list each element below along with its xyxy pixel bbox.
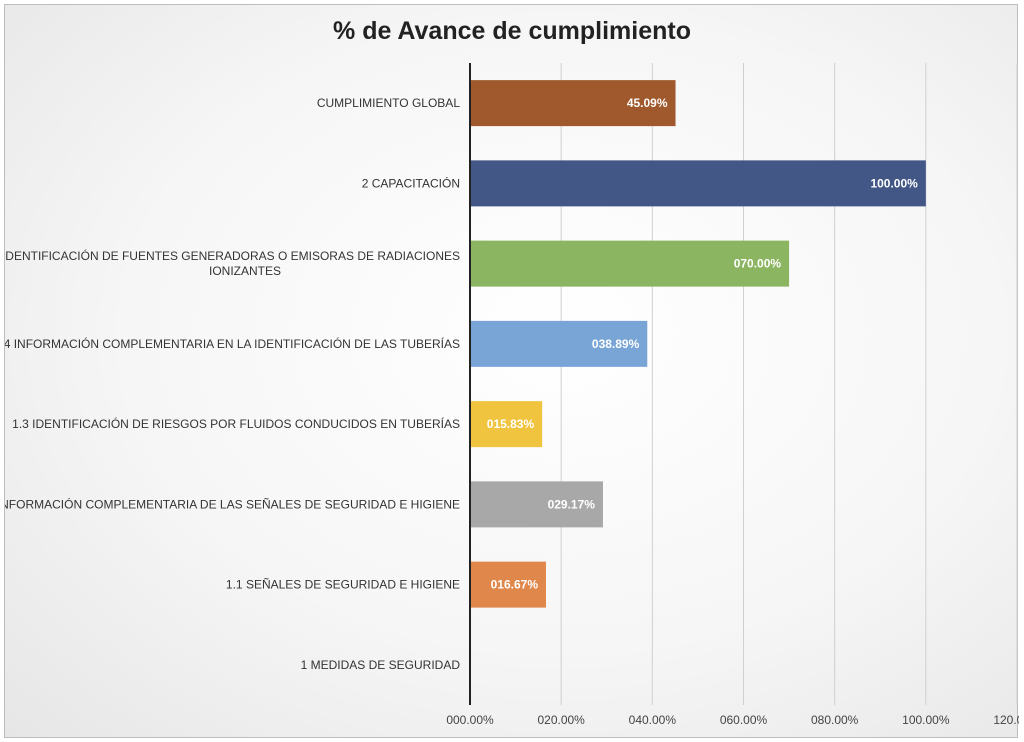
data-label: 070.00% (734, 257, 782, 271)
category-label: 1 MEDIDAS DE SEGURIDAD (301, 658, 461, 672)
chart-title: % de Avance de cumplimiento (333, 17, 691, 45)
bar (470, 561, 546, 608)
x-tick-label: 120.00% (993, 713, 1019, 727)
data-label: 029.17% (548, 497, 596, 511)
bar (470, 401, 543, 448)
x-tick-label: 060.00% (720, 713, 768, 727)
bar (470, 320, 648, 367)
x-tick-label: 040.00% (629, 713, 677, 727)
data-label: 038.89% (592, 337, 640, 351)
chart-area: % de Avance de cumplimiento 000.00% 020.0… (4, 4, 1019, 738)
category-label: 1.5 IDENTIFICACIÓN DE FUENTES GENERADORA… (5, 248, 460, 263)
category-label: 1.1 SEÑALES DE SEGURIDAD E HIGIENE (226, 578, 460, 592)
bar (470, 481, 603, 528)
x-tick-label: 000.00% (446, 713, 494, 727)
category-label: CUMPLIMIENTO GLOBAL (317, 96, 460, 110)
category-label: 2 CAPACITACIÓN (362, 175, 460, 190)
bar-chart: 000.00% 020.00% 040.00% 060.00% 080.00% 100.0… (5, 63, 1019, 727)
x-tick-label: 100.00% (902, 713, 950, 727)
data-label: 016.67% (491, 578, 539, 592)
x-tick-label: 080.00% (811, 713, 859, 727)
category-label: IONIZANTES (209, 264, 281, 278)
x-tick-label: 020.00% (537, 713, 585, 727)
bar (470, 80, 676, 127)
data-label: 100.00% (870, 176, 918, 190)
category-label: 1.3 IDENTIFICACIÓN DE RIESGOS POR FLUIDO… (12, 416, 460, 431)
bar (470, 160, 926, 207)
category-label: 1.2 INFORMACIÓN COMPLEMENTARIA DE LAS SE… (5, 496, 460, 511)
category-label: 1.4 INFORMACIÓN COMPLEMENTARIA EN LA IDE… (5, 336, 460, 351)
data-label: 45.09% (627, 96, 668, 110)
data-label: 015.83% (487, 417, 535, 431)
bar (470, 240, 790, 287)
